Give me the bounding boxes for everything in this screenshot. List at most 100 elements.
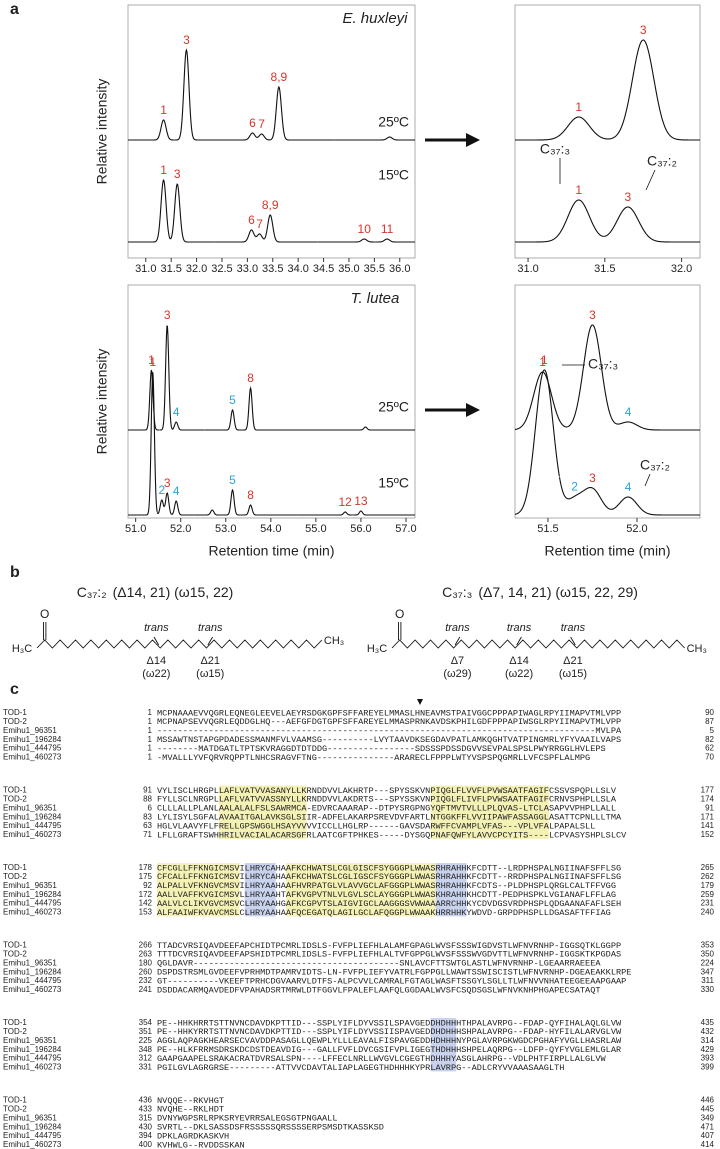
y-axis-label: Relative intensity (94, 349, 110, 455)
sequence: TTADCVRSIQAVDEEFAPCHIDTPCMRLIDSLS-FVFPLI… (157, 941, 621, 951)
peak (603, 206, 700, 243)
sequence-start: 6 (148, 803, 153, 812)
sequence-name: Emihu1_444795 (3, 1054, 62, 1063)
peak (170, 183, 215, 243)
highlight (157, 863, 240, 917)
peak-label: 1 (539, 355, 546, 369)
sequence-end: 91 (705, 803, 714, 812)
peak (515, 116, 612, 141)
sequence-end: 174 (701, 795, 715, 804)
arrow (425, 133, 480, 417)
double-bond (153, 636, 160, 646)
sequence: DPKLAGRDKASKVH (157, 1131, 229, 1141)
highlight (430, 1018, 457, 1072)
y-axis-label: Relative intensity (94, 79, 110, 185)
sequence-start: 232 (139, 976, 153, 985)
trace-label: 15ºC (378, 475, 409, 491)
x-tick-label: 34.0 (287, 263, 308, 275)
sequence-end: 446 (701, 1096, 715, 1105)
sequence-end: 90 (705, 708, 714, 717)
sequence-start: 1 (148, 726, 153, 735)
sequence: -MVALLLYVFQRVRQPPTLNHCSRAGVFTNG---------… (157, 753, 590, 763)
sequence-start: 92 (143, 881, 152, 890)
x-tick-label: 36.0 (389, 263, 410, 275)
sequence-end: 349 (701, 1113, 715, 1122)
sequence-start: 436 (139, 1096, 153, 1105)
formula: C₃₇:₂ (77, 584, 107, 600)
sequence: PGILGVLAGRGRSE---------ATTVVCDAVTALIAPLA… (157, 1063, 564, 1073)
peak-label: 2 (158, 483, 165, 497)
x-tick-label: 31.0 (517, 263, 538, 275)
peak-label: 3 (589, 308, 596, 322)
bond-delta: Δ14 (147, 655, 167, 667)
sequence-start: 63 (143, 821, 152, 830)
annotation: C₃₇:₃ (588, 356, 618, 372)
sequence-end: 311 (701, 976, 714, 985)
peak-label: 12 (338, 495, 352, 509)
sequence-start: 312 (139, 1054, 153, 1063)
sequence-start: 260 (139, 967, 153, 976)
carbon-chain (391, 639, 685, 649)
end-group: CH₃ (687, 643, 707, 655)
trace-label: 25ºC (378, 399, 409, 415)
sequence: CFCALLFFKNGICMSVILHRYCAHAAFKCHWATSLCGLIG… (157, 872, 621, 882)
sequence-name: Emihu1_96351 (3, 1036, 57, 1045)
sequence-name: Emihu1_460273 (3, 830, 62, 839)
sequence-name: TOD-2 (3, 717, 27, 726)
annotation-line (644, 473, 651, 487)
peak (159, 325, 173, 431)
peak (515, 199, 604, 243)
sequence: LFLLGRAFTSWHHRILVACIALACARSGFRLAATCGFTPH… (157, 830, 627, 840)
sequence-start: 91 (143, 786, 152, 795)
sequence-name: Emihu1_460273 (3, 1140, 62, 1149)
sequence-name: TOD-1 (3, 863, 27, 872)
sequence-end: 262 (701, 872, 715, 881)
bond-geometry: trans (144, 622, 169, 634)
bond-omega: (ω15) (196, 668, 224, 680)
sequence-end: 231 (701, 899, 715, 908)
x-tick-label: 56.0 (350, 523, 371, 535)
sequence-start: 351 (139, 1027, 153, 1036)
sequence-start: 354 (139, 1018, 153, 1027)
peak-label: 1 (575, 100, 582, 114)
annotation: C₃₇:₂ (640, 457, 670, 473)
sequence-end: 240 (701, 908, 715, 917)
highlight (286, 863, 436, 917)
peak (567, 324, 611, 428)
peak-label: 3 (174, 167, 181, 181)
plot-frame (127, 284, 416, 519)
peak (128, 119, 175, 141)
sequence-end: 350 (701, 950, 715, 959)
sequence-name: TOD-2 (3, 872, 27, 881)
x-tick-label: 35.0 (338, 263, 359, 275)
x-axis-label: Retention time (min) (208, 543, 334, 559)
sequence-end: 393 (701, 1054, 715, 1063)
sequence-end: 414 (701, 1140, 715, 1149)
x-tick-label: 55.0 (305, 523, 326, 535)
sequence: ALPALLVFKNGVCMSVILHRYAAHAAFHVRPATGLVLAVV… (157, 881, 616, 891)
sequence-end: 429 (701, 1045, 715, 1054)
sequence-start: 433 (139, 1105, 153, 1114)
peak (171, 421, 205, 431)
sequence-start: 400 (139, 1140, 153, 1149)
structure-notation: (Δ14, 21) (ω15, 22) (113, 584, 234, 600)
panel-label: c (10, 681, 19, 698)
sequence: GT----------VKEEFTPRHCDGVAARVLDTFS-ALPCV… (157, 976, 626, 986)
sequence-end: 141 (701, 821, 715, 830)
sequence-name: Emihu1_444795 (3, 1131, 62, 1140)
sequence: KVHWLG--RVDDSSKAN (157, 1140, 245, 1149)
formula: C₃₇:₃ (442, 584, 472, 600)
sequence-name: Emihu1_444795 (3, 744, 62, 753)
sequence-start: 1 (148, 717, 153, 726)
peak (583, 486, 611, 510)
peak (334, 136, 415, 141)
sequence: AALLVAFFKVGICMSVLLHRYAAHTAFKVGPVTNLVLGVL… (157, 890, 616, 900)
panel-label: a (10, 1, 19, 18)
end-group: CH₃ (324, 635, 344, 647)
bond-delta: Δ21 (200, 655, 220, 667)
sequence-end: 314 (701, 1036, 715, 1045)
trace-label: 15ºC (378, 167, 409, 183)
peak-label: 13 (354, 494, 368, 508)
annotation-line (645, 169, 656, 191)
